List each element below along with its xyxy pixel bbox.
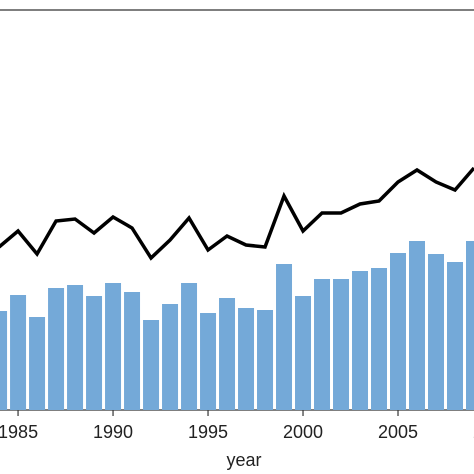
bar: [124, 292, 141, 410]
bar: [219, 298, 236, 410]
bar: [371, 268, 388, 410]
bar: [238, 308, 255, 410]
x-tick-label: 2005: [378, 422, 418, 442]
bar: [67, 285, 84, 410]
x-tick-label: 1985: [0, 422, 38, 442]
bar: [314, 279, 331, 410]
bar: [390, 253, 407, 410]
bar: [10, 295, 27, 410]
bar: [181, 283, 198, 410]
bar: [466, 241, 474, 410]
bar: [428, 254, 445, 410]
bar: [295, 296, 312, 410]
bar: [86, 296, 103, 410]
x-axis-label: year: [226, 450, 261, 470]
x-tick-label: 1990: [93, 422, 133, 442]
line: [0, 166, 474, 261]
bar: [352, 271, 369, 410]
bar: [333, 279, 350, 410]
x-tick-label: 2000: [283, 422, 323, 442]
x-tick-label: 1995: [188, 422, 228, 442]
bar: [257, 310, 274, 410]
bar: [409, 241, 426, 410]
bar: [143, 320, 160, 410]
bar: [0, 311, 8, 410]
bar: [200, 313, 217, 410]
bar: [29, 317, 46, 410]
bar: [447, 262, 464, 410]
bar: [276, 264, 293, 410]
x-tick-label: 2010: [473, 422, 474, 442]
bar: [162, 304, 179, 410]
bar: [48, 288, 65, 410]
bar: [105, 283, 122, 410]
